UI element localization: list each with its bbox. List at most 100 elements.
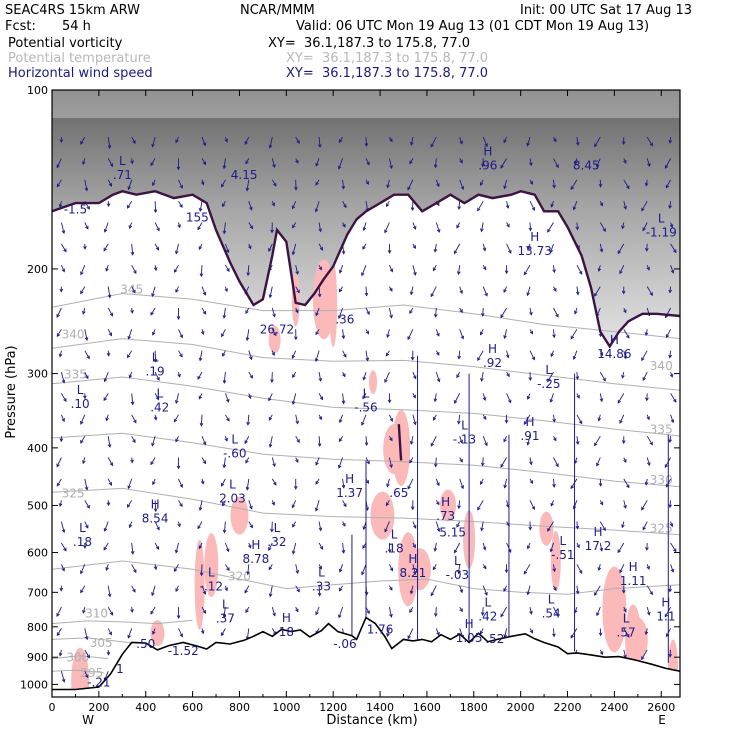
wind-arrowhead [570,335,575,340]
wind-arrowhead [477,357,481,361]
wind-arrowhead [366,161,370,166]
wind-arrowhead [459,458,463,463]
wind-arrow [527,585,531,595]
wind-arrow [386,628,390,637]
wind-arrowhead [480,228,484,233]
wind-arrowhead [646,611,651,616]
wind-arrowhead [621,374,625,379]
wind-arrowhead [58,652,63,657]
extremum-value: -1.5 [64,202,87,216]
wind-arrow [104,521,109,532]
wind-arrow [245,158,250,164]
isentrope-label: 340 [650,359,673,373]
extremum-marker: H [251,538,260,552]
wind-arrow [573,201,578,210]
wind-arrow [365,436,368,446]
wind-arrowhead [456,374,460,379]
wind-arrow [506,243,512,254]
extremum-marker: L [559,534,566,548]
wind-arrow [178,200,183,208]
wind-arrow [315,350,320,362]
wind-arrowhead [109,163,114,168]
wind-arrow [315,606,320,615]
wind-arrowhead [197,376,201,380]
wind-arrowhead [56,333,61,337]
wind-arrow [598,564,601,571]
pv-blob [329,263,338,348]
wind-arrowhead [646,266,650,271]
wind-arrowhead [596,612,600,617]
wind-arrow [244,435,250,444]
wind-arrowhead [222,314,227,319]
wind-arrow [576,564,583,574]
wind-arrow [435,307,437,317]
wind-arrowhead [365,330,369,335]
wind-arrow [268,564,273,570]
wind-arrowhead [500,463,504,468]
wind-arrowhead [386,633,390,637]
wind-arrow [60,371,65,383]
wind-arrowhead [594,292,598,297]
wind-arrow [365,137,367,147]
wind-arrow [361,265,367,276]
wind-arrowhead [480,313,485,317]
wind-arrow [435,628,440,636]
wind-arrow [224,393,230,403]
wind-arrowhead [319,246,324,251]
wind-arrowhead [315,331,319,336]
wind-arrowhead [151,143,155,148]
wind-arrowhead [665,184,670,189]
wind-arrowhead [668,439,672,444]
wind-arrowhead [268,417,273,421]
wind-arrow [506,500,509,508]
wind-arrowhead [482,266,487,271]
wind-arrowhead [244,589,248,594]
wind-arrow [365,286,368,296]
extremum-value: -1.52 [168,644,199,658]
wind-arrow [529,457,532,465]
wind-arrow [339,286,343,292]
wind-arrow [599,243,603,252]
wind-arrow [245,307,250,314]
wind-arrowhead [459,589,464,594]
wind-arrowhead [249,505,253,510]
wind-arrow [619,564,625,573]
wind-arrowhead [315,181,319,186]
wind-arrowhead [63,547,67,552]
wind-arrowhead [664,165,669,169]
init-time: Init: 00 UTC Sat 17 Aug 13 [520,3,693,18]
wind-arrow [480,329,484,335]
wind-arrowhead [317,443,322,448]
wind-arrow [645,179,648,186]
wind-arrow [154,500,157,512]
wind-arrowhead [500,613,504,618]
field-theta-name: Potential temperature [8,51,151,66]
wind-arrowhead [599,352,604,357]
wind-arrow [454,542,461,553]
wind-arrowhead [315,162,319,167]
wind-arrow [641,500,648,511]
wind-arrowhead [500,164,504,169]
wind-arrowhead [103,378,108,383]
wind-arrowhead [85,225,89,230]
wind-arrow [154,542,159,550]
wind-arrowhead [202,610,207,614]
wind-arrowhead [529,629,534,634]
wind-arrowhead [225,249,230,254]
wind-arrow [646,435,653,445]
wind-arrow [435,607,437,617]
wind-arrowhead [668,140,673,144]
wind-arrow [529,200,535,211]
wind-arrowhead [244,141,248,146]
wind-arrowhead [549,398,554,403]
wind-arrow [409,606,414,613]
wind-arrowhead [362,526,367,531]
field-wind-name: Horizontal wind speed [8,66,153,81]
wind-arrow [434,542,437,551]
wind-arrowhead [61,268,65,273]
wind-arrow [407,179,414,190]
wind-arrow [529,607,532,614]
wind-arrow [60,671,65,682]
wind-arrow [547,222,554,233]
wind-arrowhead [343,353,347,358]
